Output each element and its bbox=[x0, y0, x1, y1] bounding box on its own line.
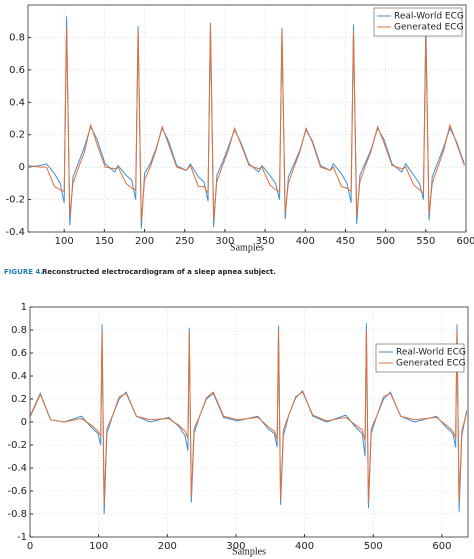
ecg-line bbox=[28, 16, 465, 229]
plot-frame bbox=[27, 4, 467, 233]
x-tick-label: 150 bbox=[95, 236, 114, 247]
x-tick-label: 250 bbox=[175, 236, 194, 247]
x-tick-label: 350 bbox=[256, 236, 275, 247]
x-tick-label: 300 bbox=[215, 236, 234, 247]
y-tick-label: -0.6 bbox=[7, 486, 27, 497]
caption-label: FIGURE 4. bbox=[4, 268, 43, 276]
y-tick-label: -0.8 bbox=[7, 509, 27, 520]
legend-box bbox=[375, 343, 465, 373]
x-tick-label: 550 bbox=[416, 236, 435, 247]
x-tick-label: 400 bbox=[296, 236, 315, 247]
y-tick-label: 0.8 bbox=[11, 325, 27, 336]
legend-box bbox=[373, 7, 463, 37]
y-tick-label: 0.6 bbox=[9, 65, 25, 76]
y-tick-label: -0.4 bbox=[5, 227, 25, 238]
x-tick-label: 500 bbox=[364, 541, 383, 552]
x-axis-label: Samples bbox=[232, 546, 266, 557]
y-tick-label: 0.8 bbox=[9, 32, 25, 43]
y-tick-label: 0 bbox=[19, 162, 25, 173]
ecg-line bbox=[28, 24, 465, 221]
y-tick-label: 0.2 bbox=[9, 130, 25, 141]
x-tick-label: 100 bbox=[55, 236, 74, 247]
x-tick-label: 450 bbox=[336, 236, 355, 247]
plot-frame bbox=[29, 306, 469, 538]
y-tick-label: -0.4 bbox=[7, 463, 27, 474]
legend-label: Generated ECG bbox=[394, 23, 464, 33]
y-tick-label: -0.2 bbox=[5, 195, 25, 206]
y-tick-label: -1 bbox=[17, 532, 27, 543]
y-tick-label: 0.6 bbox=[11, 348, 27, 359]
x-tick-label: 200 bbox=[135, 236, 154, 247]
x-axis-label: Samples bbox=[230, 242, 264, 253]
x-tick-label: 600 bbox=[432, 541, 451, 552]
legend-label: Generated ECG bbox=[396, 359, 466, 369]
y-tick-label: 1 bbox=[21, 302, 27, 313]
y-tick-label: -0.2 bbox=[7, 440, 27, 451]
ecg-line bbox=[30, 329, 468, 505]
x-tick-label: 0 bbox=[27, 541, 33, 552]
legend-label: Real-World ECG bbox=[396, 348, 466, 358]
y-tick-label: 0.4 bbox=[9, 97, 25, 108]
y-tick-label: 0.4 bbox=[11, 371, 27, 382]
x-tick-label: 400 bbox=[295, 541, 314, 552]
x-tick-label: 100 bbox=[89, 541, 108, 552]
legend-label: Real-World ECG bbox=[394, 12, 464, 22]
x-tick-label: 600 bbox=[456, 236, 474, 247]
x-tick-label: 200 bbox=[158, 541, 177, 552]
y-tick-label: 0 bbox=[21, 417, 27, 428]
x-tick-label: 300 bbox=[226, 541, 245, 552]
y-tick-label: 0.2 bbox=[11, 394, 27, 405]
caption: Reconstructed electrocardiogram of a sle… bbox=[42, 268, 276, 276]
x-tick-label: 500 bbox=[376, 236, 395, 247]
